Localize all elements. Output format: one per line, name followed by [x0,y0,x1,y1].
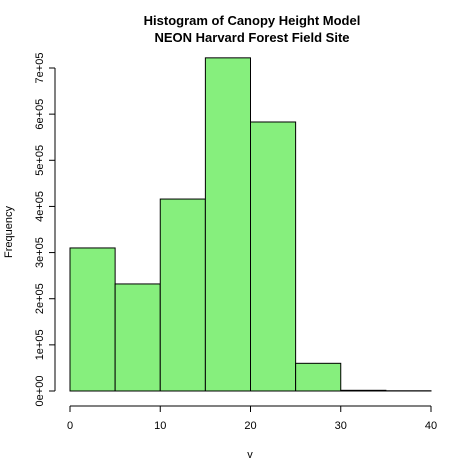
y-tick-label-6: 6e+05 [34,99,46,130]
y-tick-label-3: 3e+05 [34,237,46,268]
x-tick-label-2: 20 [244,420,256,432]
x-tick-label-4: 40 [425,420,437,432]
histogram-bar-1 [114,283,161,392]
histogram-bar-2 [159,198,206,392]
y-tick-label-4: 4e+05 [34,191,46,222]
histogram-bar-3 [204,57,251,392]
y-tick-label-2: 2e+05 [34,283,46,314]
x-tick-label-3: 30 [335,420,347,432]
y-tick-label-7: 7e+05 [34,53,46,84]
x-axis-label: v [247,449,253,461]
chart-subtitle: NEON Harvard Forest Field Site [154,30,349,45]
y-tick-label-5: 5e+05 [34,145,46,176]
histogram-bar-0 [69,247,116,392]
histogram-bar-4 [250,121,297,392]
y-axis: 0e+00 1e+05 2e+05 3e+05 4e+05 5e+05 6e+05 7e+05 [34,53,56,407]
y-tick-label-1: 1e+05 [34,329,46,360]
x-tick-label-0: 0 [67,420,73,432]
x-tick-label-1: 10 [154,420,166,432]
x-axis: 0 10 20 30 40 [67,405,437,432]
bars-group [69,57,432,392]
y-tick-label-0: 0e+00 [34,376,46,407]
chart-title: Histogram of Canopy Height Model [144,13,361,28]
histogram-bar-6 [340,389,387,392]
histogram-bar-5 [295,362,342,392]
y-axis-label: Frequency [3,206,15,258]
